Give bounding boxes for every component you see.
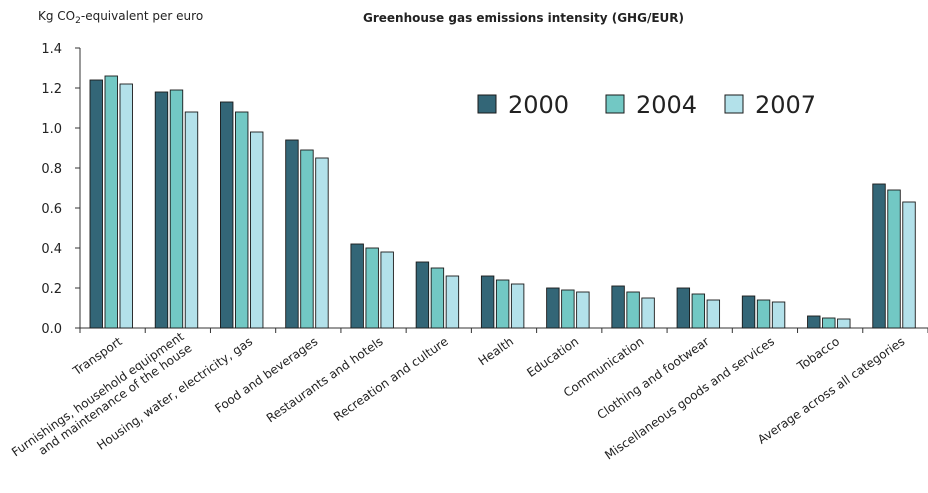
bar-2000: [872, 183, 886, 329]
bar-2007: [380, 251, 394, 329]
category-label-line: Health: [476, 334, 516, 368]
bar-2007: [315, 157, 329, 329]
category-label: Tobacco: [794, 334, 842, 374]
category-label: Clothing and footwear: [595, 334, 712, 422]
bar-2004: [169, 89, 184, 329]
category-label-line: Education: [524, 334, 581, 380]
y-axis-label: Kg CO2-equivalent per euro: [38, 9, 203, 26]
bar-2007: [184, 111, 199, 329]
y-tick-label: 0.8: [41, 162, 62, 177]
y-tick-label: 1.0: [41, 122, 62, 137]
bar-2000: [611, 285, 625, 329]
chart-title: Greenhouse gas emissions intensity (GHG/…: [363, 11, 684, 25]
category-label-line: Tobacco: [794, 334, 842, 374]
bar-2004: [561, 289, 575, 329]
bar-2000: [415, 261, 430, 329]
bar-2000: [154, 91, 169, 329]
bar-2007: [641, 297, 655, 329]
y-axis: 0.0 0.2 0.4 0.6 0.8 1.0 1.2 1.4: [41, 42, 81, 337]
bar-2007: [837, 318, 851, 329]
legend-swatch-2004: [605, 94, 625, 114]
y-tick-label: 0.4: [41, 242, 62, 257]
legend-label-2007: 2007: [755, 91, 816, 119]
bar-2004: [430, 267, 445, 329]
y-tick-label: 0.2: [41, 282, 62, 297]
bar-2000: [676, 287, 691, 329]
category-label: Restaurants and hotels: [264, 334, 386, 425]
category-label-line: Recreation and culture: [331, 334, 451, 424]
bar-2000: [807, 315, 821, 329]
bar-2000: [285, 139, 299, 329]
bar-2004: [756, 299, 771, 329]
y-tick-label: 0.0: [41, 322, 62, 337]
bar-2004: [495, 279, 510, 329]
bar-2000: [89, 79, 103, 329]
bar-2000: [220, 101, 234, 329]
legend: 2000 2004 2007: [477, 91, 816, 119]
bar-2007: [706, 299, 721, 329]
bar-group: [89, 75, 916, 329]
category-label: Health: [476, 334, 516, 368]
category-label: Recreation and culture: [331, 334, 451, 424]
bar-2004: [887, 189, 901, 329]
bar-2007: [510, 283, 525, 329]
y-tick-label: 1.4: [41, 42, 62, 57]
y-tick-label: 0.6: [41, 202, 62, 217]
bar-2007: [119, 83, 133, 329]
bar-2000: [480, 275, 495, 329]
bar-2004: [691, 293, 706, 329]
bar-2007: [250, 131, 264, 329]
bar-2007: [576, 291, 590, 329]
bar-2007: [445, 275, 460, 329]
y-tick-label: 1.2: [41, 82, 62, 97]
bar-2000: [350, 243, 364, 329]
bar-2004: [235, 111, 249, 329]
legend-swatch-2000: [477, 94, 497, 114]
bar-2007: [771, 301, 786, 329]
bar-2004: [300, 149, 314, 329]
legend-label-2004: 2004: [636, 91, 697, 119]
bar-2004: [626, 291, 640, 329]
legend-swatch-2007: [724, 94, 744, 114]
category-label-line: Restaurants and hotels: [264, 334, 386, 425]
bar-2004: [822, 317, 836, 329]
category-label: Education: [524, 334, 581, 380]
bar-2004: [365, 247, 379, 329]
bar-2004: [104, 75, 118, 329]
bar-2000: [546, 287, 560, 329]
bar-2000: [741, 295, 756, 329]
bar-2007: [902, 201, 916, 329]
x-axis: [79, 327, 928, 333]
category-label-line: Clothing and footwear: [595, 334, 712, 422]
legend-label-2000: 2000: [508, 91, 569, 119]
